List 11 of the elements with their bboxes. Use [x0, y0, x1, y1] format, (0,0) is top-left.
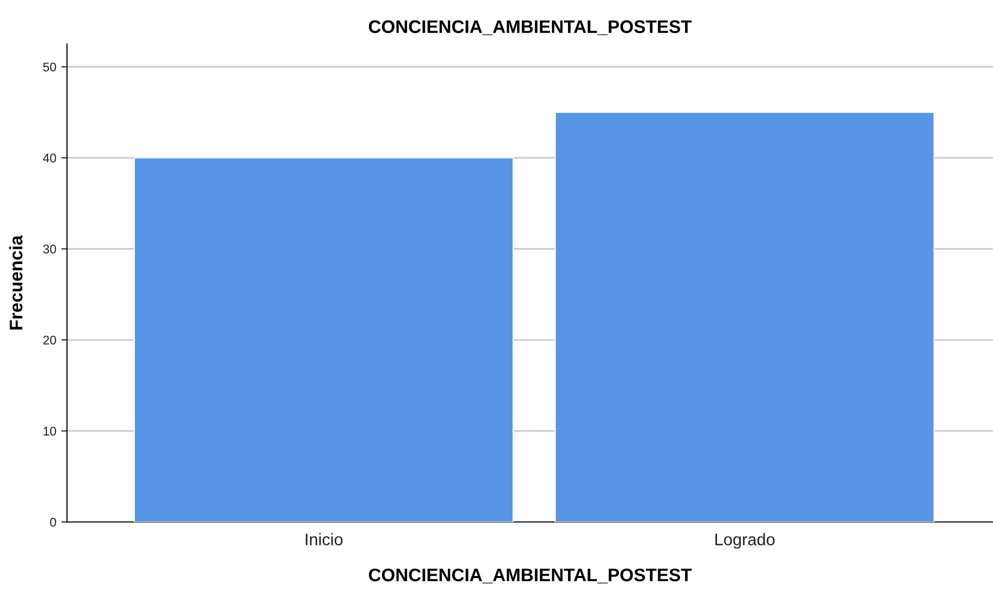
y-tick-label: 50 — [43, 62, 56, 72]
y-tick-label: 0 — [50, 518, 56, 527]
y-tick-label: 40 — [42, 154, 56, 162]
chart-title: CONCIENCIA_AMBIENTAL_POSTEST — [368, 20, 692, 36]
y-tick-label: 10 — [44, 426, 56, 436]
x-tick-label: Logrado — [715, 533, 775, 549]
y-tick-label: 20 — [43, 336, 56, 345]
y-tick-label: 30 — [43, 244, 56, 254]
x-axis-title: CONCIENCIA_AMBIENTAL_POSTEST — [368, 568, 692, 584]
x-tick-label: Inicio — [306, 533, 343, 546]
y-axis-title: Frecuencia — [9, 235, 22, 330]
